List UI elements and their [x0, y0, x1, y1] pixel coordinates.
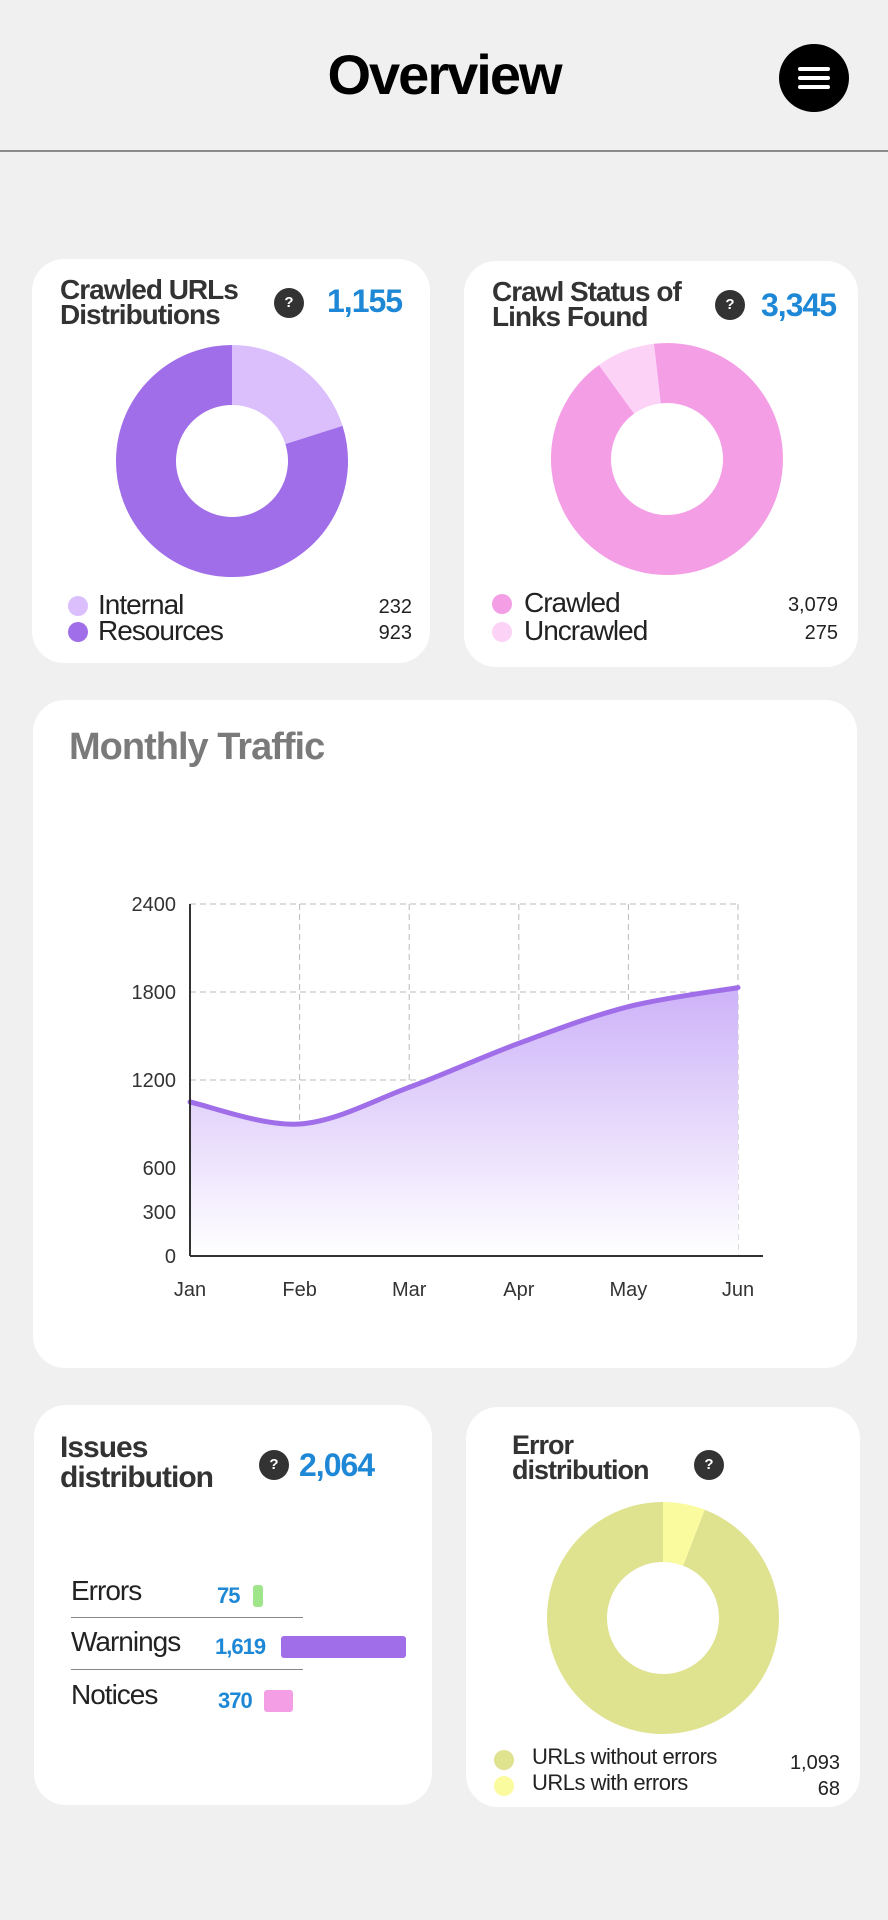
crawl-status-donut: [551, 343, 783, 575]
x-tick-label: Apr: [503, 1279, 534, 1300]
y-tick-label: 300: [143, 1202, 176, 1224]
donut-slice-with-errors: [547, 1502, 779, 1734]
issues-card: Issues distribution ? 2,064 Errors 75 Wa…: [34, 1405, 432, 1805]
y-tick-label: 1800: [132, 982, 177, 1004]
legend-item-crawled: Crawled 3,079: [464, 589, 858, 617]
section-title: Monthly Traffic: [69, 726, 325, 768]
donut-slice-crawled: [551, 343, 783, 575]
total-count: 2,064: [299, 1447, 375, 1483]
help-icon[interactable]: ?: [259, 1450, 289, 1480]
legend-value: 923: [378, 622, 412, 644]
legend-dot: [494, 1776, 514, 1796]
issue-bar-notices: [264, 1690, 293, 1712]
legend-dot: [68, 622, 88, 642]
legend-dot: [492, 594, 512, 614]
total-count: 1,155: [327, 283, 403, 319]
legend-label: Crawled: [524, 587, 621, 618]
hamburger-icon: [798, 76, 830, 80]
card-title-line: distribution: [512, 1455, 649, 1485]
legend-dot: [492, 622, 512, 642]
y-tick-label: 2400: [132, 894, 177, 916]
x-tick-label: May: [610, 1279, 648, 1300]
help-icon[interactable]: ?: [274, 288, 304, 318]
legend-item-resources: Resources 923: [32, 617, 430, 645]
monthly-traffic-card: Monthly Traffic 0 300 600 1200 1800 2400 Jan Fe…: [33, 700, 857, 1368]
legend-value: 232: [378, 596, 412, 618]
card-title-line: Issues: [60, 1431, 148, 1464]
donut-slice-internal: [116, 345, 348, 577]
divider: [71, 1617, 303, 1618]
y-tick-label: 0: [165, 1246, 176, 1268]
menu-button[interactable]: [779, 44, 849, 112]
legend-value: 275: [804, 622, 838, 644]
total-count: 3,345: [761, 287, 837, 323]
y-tick-label: 600: [143, 1158, 176, 1180]
issue-label-notices: Notices: [71, 1679, 158, 1710]
help-icon[interactable]: ?: [694, 1450, 724, 1480]
hamburger-icon: [798, 67, 830, 71]
legend-label: URLs with errors: [532, 1770, 688, 1795]
card-title: Crawled URLs Distributions: [60, 274, 239, 330]
x-tick-label: Mar: [392, 1279, 427, 1300]
issue-label-errors: Errors: [71, 1575, 142, 1606]
monthly-traffic-chart: 0 300 600 1200 1800 2400 Jan Feb Mar Apr May Jun: [132, 894, 763, 1300]
card-title: Issues distribution: [60, 1431, 214, 1494]
issue-bar-errors: [253, 1585, 263, 1607]
legend-dot: [494, 1750, 514, 1770]
error-distribution-card: Error distribution ? URLs without errors…: [466, 1407, 860, 1807]
error-distribution-donut: [547, 1502, 779, 1734]
y-tick-label: 1200: [132, 1070, 177, 1092]
legend-item-uncrawled: Uncrawled 275: [464, 617, 858, 645]
legend-value: 68: [817, 1778, 840, 1800]
x-tick-label: Jan: [174, 1279, 206, 1300]
issue-value-errors: 75: [217, 1583, 241, 1608]
page-title: Overview: [327, 43, 562, 106]
x-tick-label: Jun: [722, 1279, 754, 1300]
traffic-line: [187, 985, 741, 1127]
card-title-line: distribution: [60, 1461, 214, 1494]
card-title: Error distribution: [512, 1430, 649, 1485]
hamburger-icon: [798, 85, 830, 89]
x-tick-label: Feb: [282, 1279, 316, 1300]
legend-value: 1,093: [789, 1752, 840, 1774]
header: Overview: [0, 0, 888, 152]
divider: [71, 1669, 303, 1670]
crawl-status-card: Crawl Status of Links Found ? 3,345 Craw…: [464, 261, 858, 667]
legend-dot: [68, 596, 88, 616]
card-title-line: Error: [512, 1430, 574, 1460]
legend-value: 3,079: [787, 594, 838, 616]
crawled-urls-donut: [115, 345, 348, 577]
card-title-line: Crawl Status of: [492, 276, 682, 307]
issue-value-warnings: 1,619: [215, 1634, 266, 1659]
legend-label: URLs without errors: [532, 1744, 717, 1769]
legend-label: Resources: [98, 615, 224, 646]
card-title-line: Links Found: [492, 301, 648, 332]
legend-label: Internal: [98, 589, 184, 620]
card-title: Crawl Status of Links Found: [492, 276, 682, 332]
legend-item-with-errors: URLs with errors 68: [466, 1770, 860, 1800]
legend-item-internal: Internal 232: [32, 591, 430, 619]
issue-bar-warnings: [281, 1636, 406, 1658]
issue-label-warnings: Warnings: [71, 1626, 181, 1657]
traffic-area: [190, 987, 738, 1256]
legend-label: Uncrawled: [524, 615, 648, 646]
card-title-line: Crawled URLs: [60, 274, 239, 305]
legend-item-without-errors: URLs without errors 1,093: [466, 1744, 860, 1774]
crawled-urls-card: Crawled URLs Distributions ? 1,155 Inter…: [32, 259, 430, 663]
help-icon[interactable]: ?: [715, 290, 745, 320]
issue-value-notices: 370: [218, 1688, 253, 1713]
card-title-line: Distributions: [60, 299, 221, 330]
